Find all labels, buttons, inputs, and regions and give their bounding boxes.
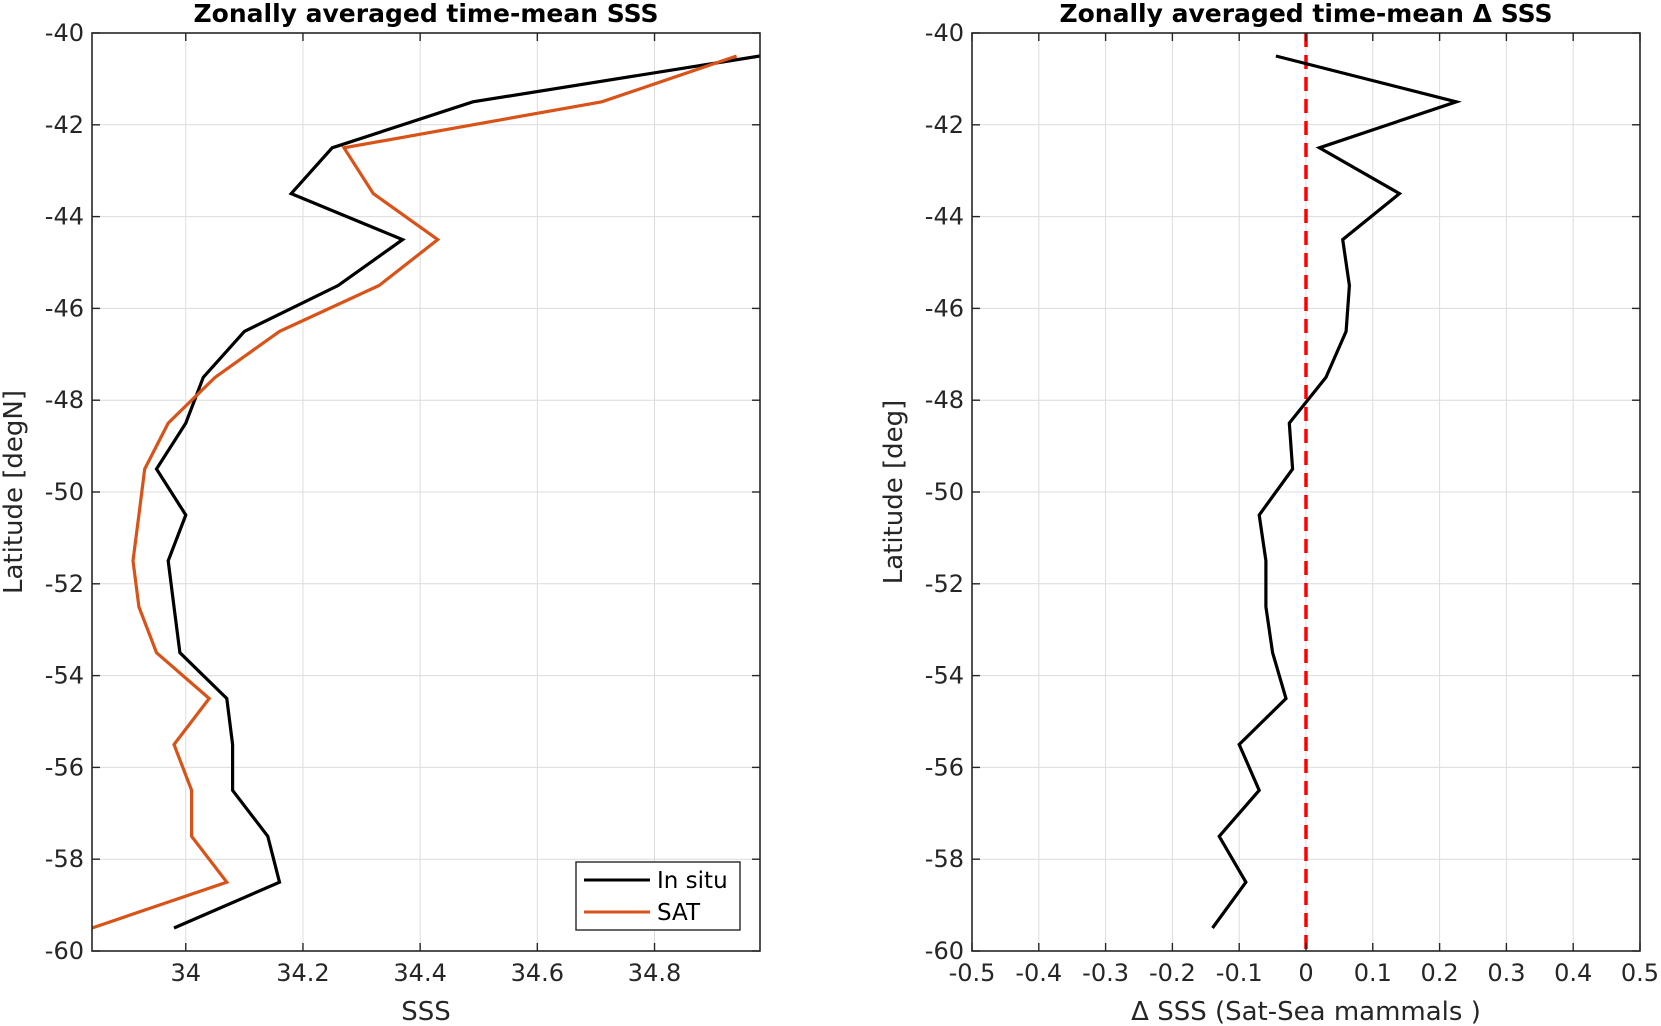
x-tick-label: -0.4 xyxy=(1015,959,1062,987)
sss-plot: 34 34.2 34.4 34.6 34.8 -40 -42 -44 -46 -48 -50 -52 -… xyxy=(0,0,761,1026)
series-group xyxy=(1211,54,1462,929)
x-tick-label: -0.5 xyxy=(949,959,996,987)
y-tick-label: -40 xyxy=(45,19,84,47)
x-tick-label: 34.8 xyxy=(628,959,681,987)
x-tick-label: 34.6 xyxy=(511,959,564,987)
y-tick-label: -48 xyxy=(925,386,964,414)
x-tick-label: 34 xyxy=(170,959,201,987)
x-tick-label: 0.3 xyxy=(1487,959,1525,987)
y-tick-label: -60 xyxy=(45,937,84,965)
x-tick-label: -0.3 xyxy=(1082,959,1129,987)
y-tick-label: -44 xyxy=(925,203,964,231)
y-tick-label: -52 xyxy=(45,570,84,598)
y-tick-label: -54 xyxy=(45,662,84,690)
plot-title: Zonally averaged time-mean Δ SSS xyxy=(1060,0,1553,28)
tick-group: -0.5 -0.4 -0.3 -0.2 -0.1 0 0.1 0.2 0.3 0.4 0.5 -40 -… xyxy=(925,19,1659,987)
y-tick-label: -60 xyxy=(925,937,964,965)
tick-group: 34 34.2 34.4 34.6 34.8 -40 -42 -44 -46 -48 -50 -52 -… xyxy=(45,19,760,987)
x-tick-label: -0.2 xyxy=(1149,959,1196,987)
plot-title: Zonally averaged time-mean SSS xyxy=(194,0,659,28)
y-tick-label: -50 xyxy=(925,478,964,506)
y-tick-label: -54 xyxy=(925,662,964,690)
y-tick-label: -46 xyxy=(925,294,964,322)
grid-lines xyxy=(92,32,760,952)
x-axis-label: SSS xyxy=(401,997,451,1026)
x-tick-label: 0.5 xyxy=(1621,959,1659,987)
in-situ-series-line xyxy=(154,54,761,930)
y-tick-label: -56 xyxy=(45,753,84,781)
y-tick-label: -46 xyxy=(45,294,84,322)
y-tick-label: -44 xyxy=(45,203,84,231)
y-tick-label: -52 xyxy=(925,570,964,598)
legend: In situ SAT xyxy=(575,861,741,931)
y-tick-label: -48 xyxy=(45,386,84,414)
y-tick-label: -58 xyxy=(45,845,84,873)
y-tick-label: -42 xyxy=(45,111,84,139)
y-tick-label: -40 xyxy=(925,19,964,47)
y-tick-label: -58 xyxy=(925,845,964,873)
sat-series-line xyxy=(91,54,738,930)
y-axis-label: Latitude [deg] xyxy=(879,400,909,585)
y-tick-label: -56 xyxy=(925,753,964,781)
y-tick-label: -42 xyxy=(925,111,964,139)
delta-sss-series-line xyxy=(1211,54,1462,929)
x-tick-label: -0.1 xyxy=(1216,959,1263,987)
x-tick-label: 0.1 xyxy=(1354,959,1392,987)
x-tick-label: 34.4 xyxy=(393,959,446,987)
legend-label-in-situ: In situ xyxy=(657,868,728,894)
delta-sss-plot: -0.5 -0.4 -0.3 -0.2 -0.1 0 0.1 0.2 0.3 0.4 0.5 -40 -… xyxy=(879,0,1659,1026)
y-tick-label: -50 xyxy=(45,478,84,506)
x-tick-label: 0.4 xyxy=(1554,959,1592,987)
legend-label-sat: SAT xyxy=(657,900,701,926)
x-axis-label: Δ SSS (Sat-Sea mammals ) xyxy=(1131,997,1481,1026)
y-axis-label: Latitude [degN] xyxy=(0,390,29,594)
x-tick-label: 0.2 xyxy=(1421,959,1459,987)
legend-box xyxy=(575,861,741,931)
series-group xyxy=(91,54,761,930)
x-tick-label: 0 xyxy=(1298,959,1313,987)
x-tick-label: 34.2 xyxy=(276,959,329,987)
